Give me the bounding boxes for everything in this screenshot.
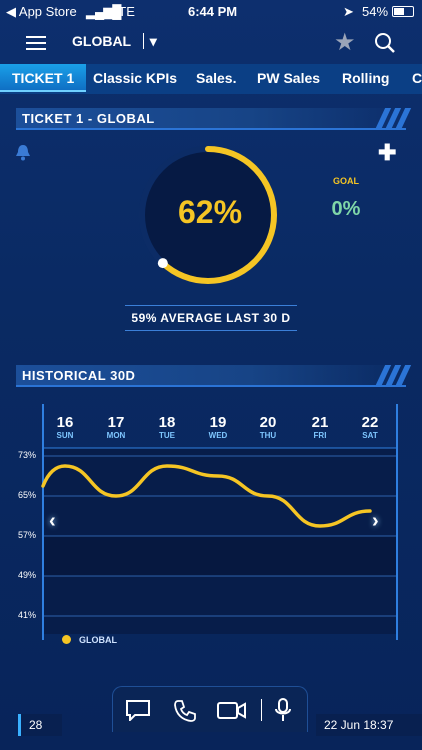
x-tick-day-name: SUN	[56, 431, 74, 440]
x-tick-day-name: FRI	[313, 431, 327, 440]
y-tick-label: 73%	[18, 450, 37, 460]
series-line-global	[41, 464, 372, 528]
status-time: 6:44 PM	[188, 4, 238, 19]
x-tick-day-number: 22	[361, 414, 379, 431]
app-header: GLOBAL ▾ ★	[0, 24, 422, 64]
x-tick-day-number: 20	[259, 414, 277, 431]
x-tick-day-name: SAT	[362, 431, 378, 440]
x-tick-day-number: 18	[158, 414, 176, 431]
x-tick-day: 20 THU	[248, 414, 288, 440]
x-tick-day: 21 FRI	[300, 414, 340, 440]
x-tick-day-name: MON	[106, 431, 126, 440]
x-tick-day-name: TUE	[159, 431, 175, 440]
battery-percent: 54%	[362, 4, 389, 19]
tab-more[interactable]: C	[412, 70, 422, 86]
kpi-value: 62%	[177, 194, 243, 230]
scope-label: GLOBAL	[72, 33, 131, 49]
y-tick-label: 65%	[18, 490, 37, 500]
scope-selector[interactable]: GLOBAL ▾	[72, 33, 157, 50]
historical-chart	[41, 404, 398, 640]
goal-value: 0%	[331, 198, 361, 220]
alert-bell-icon[interactable]	[14, 143, 32, 161]
tab-pw-sales[interactable]: PW Sales	[257, 70, 321, 86]
chat-icon[interactable]	[125, 699, 151, 721]
status-bar: ◀ App Store ▂▄▆█ LTE 6:44 PM ➤ 54%	[0, 0, 422, 24]
x-tick-day-number: 21	[311, 414, 329, 431]
goal-label: GOAL	[333, 176, 359, 186]
x-tick-day-number: 19	[209, 414, 227, 431]
x-tick-day-number: 16	[56, 414, 74, 431]
tab-sales[interactable]: Sales.	[196, 70, 237, 86]
chart-legend: GLOBAL	[62, 635, 117, 645]
x-tick-day: 18 TUE	[147, 414, 187, 440]
legend-swatch	[62, 635, 71, 644]
y-tick-label: 57%	[18, 530, 37, 540]
search-icon[interactable]	[374, 32, 396, 54]
y-tick-label: 41%	[18, 610, 37, 620]
x-tick-day: 16 SUN	[45, 414, 85, 440]
tab-rolling[interactable]: Rolling	[342, 70, 390, 86]
gauge-progress-arc	[139, 146, 277, 284]
count-badge[interactable]: 28	[18, 714, 62, 736]
y-tick-label: 49%	[18, 570, 37, 580]
chevron-left-icon[interactable]: ‹	[49, 510, 56, 532]
network-label: LTE	[112, 4, 135, 19]
datetime-badge: 22 Jun 18:37	[316, 714, 422, 736]
phone-icon[interactable]	[173, 699, 197, 723]
x-tick-day: 19 WED	[198, 414, 238, 440]
gauge-end-marker	[157, 258, 168, 269]
x-tick-day: 22 SAT	[350, 414, 390, 440]
chevron-down-icon: ▾	[142, 33, 157, 49]
historical-section-title: HISTORICAL 30D	[22, 368, 136, 383]
kpi-section-title: TICKET 1 - GLOBAL	[22, 111, 155, 126]
action-dock	[112, 686, 308, 732]
menu-icon[interactable]	[26, 32, 46, 54]
video-icon[interactable]	[217, 701, 247, 721]
location-icon: ➤	[343, 4, 354, 19]
x-tick-day: 17 MON	[96, 414, 136, 440]
signal-icon: ▂▄▆█	[86, 4, 121, 19]
kpi-gauge	[139, 146, 277, 284]
x-tick-day-name: THU	[259, 431, 277, 440]
status-app-name: App Store	[18, 4, 77, 19]
add-icon[interactable]: ✚	[378, 140, 397, 165]
legend-label: GLOBAL	[79, 635, 117, 645]
star-icon[interactable]: ★	[334, 29, 356, 56]
x-tick-day-number: 17	[107, 414, 125, 431]
bottom-bar: 28 22 Jun 18:37	[0, 686, 422, 750]
microphone-icon[interactable]	[273, 697, 293, 723]
back-to-app-link[interactable]: ◀ App Store	[6, 4, 77, 19]
chart-band	[43, 536, 397, 576]
x-tick-day-name: WED	[208, 431, 228, 440]
battery-icon	[392, 6, 414, 17]
average-30d: 59% AVERAGE LAST 30 D	[125, 305, 297, 331]
tab-ticket-1[interactable]: TICKET 1	[0, 64, 87, 92]
tab-classic-kpis[interactable]: Classic KPIs	[93, 70, 178, 86]
kpi-section-header: TICKET 1 - GLOBAL	[16, 108, 412, 130]
historical-section-header: HISTORICAL 30D	[16, 365, 412, 387]
tab-bar: TICKET 1 Classic KPIs Sales. PW Sales Ro…	[0, 64, 422, 94]
chevron-right-icon[interactable]: ›	[372, 510, 379, 532]
dock-divider	[261, 699, 262, 721]
